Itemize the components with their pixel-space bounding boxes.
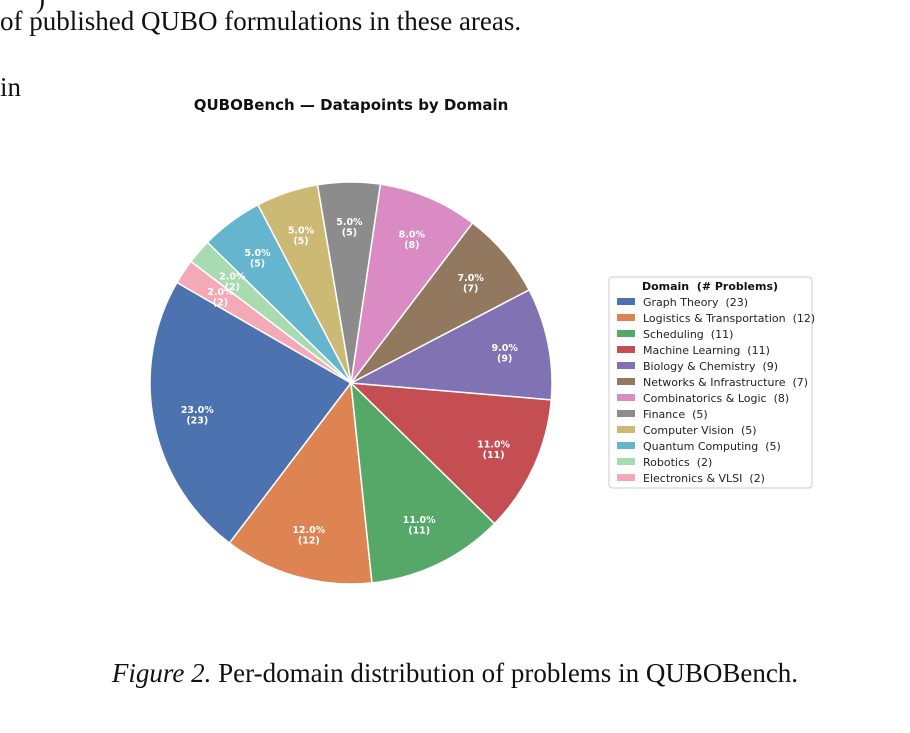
legend-label-6: Networks & Infrastructure (7) bbox=[643, 376, 808, 389]
pie-slice-5 bbox=[348, 288, 553, 401]
pie-slice-7 bbox=[350, 183, 474, 384]
figure-caption: Figure 2. Per-domain distribution of pro… bbox=[0, 658, 910, 689]
legend-swatch-9 bbox=[617, 426, 635, 433]
slice-label-7: 8.0% (8) bbox=[399, 230, 426, 252]
legend-swatch-12 bbox=[617, 474, 635, 481]
slice-label-10: 5.0% (5) bbox=[244, 248, 271, 270]
legend-swatch-8 bbox=[617, 410, 635, 417]
slice-labels: 23.0% (23) 12.0% (12) 11.0% (11) 11.0% (11) 9.0%… bbox=[181, 217, 519, 546]
legend-title: Domain (# Problems) bbox=[642, 280, 778, 293]
slice-label-4: 11.0% (11) bbox=[477, 439, 510, 461]
caption-label: Figure 2. bbox=[111, 658, 212, 688]
legend-swatch-6 bbox=[617, 378, 635, 385]
body-text-line: of published QUBO formulations in these … bbox=[0, 6, 522, 36]
legend-label-9: Computer Vision (5) bbox=[643, 424, 757, 437]
slice-label-6: 7.0% (7) bbox=[458, 273, 485, 295]
legend-swatch-10 bbox=[617, 442, 635, 449]
body-text-fragment: in bbox=[0, 72, 22, 102]
legend-label-12: Electronics & VLSI (2) bbox=[643, 472, 765, 485]
legend-swatch-3 bbox=[617, 330, 635, 337]
legend-swatch-11 bbox=[617, 458, 635, 465]
legend-label-8: Finance (5) bbox=[643, 408, 708, 421]
pie-slice-12 bbox=[175, 260, 352, 384]
legend-label-10: Quantum Computing (5) bbox=[643, 440, 781, 453]
pie-slice-1 bbox=[149, 281, 353, 545]
legend-label-5: Biology & Chemistry (9) bbox=[643, 360, 778, 373]
slice-label-5: 9.0% (9) bbox=[492, 343, 519, 365]
legend-swatch-5 bbox=[617, 362, 635, 369]
cropped-text-fragment: ) bbox=[36, 0, 45, 15]
legend-label-2: Logistics & Transportation (12) bbox=[643, 312, 815, 325]
slice-label-3: 11.0% (11) bbox=[403, 515, 436, 537]
pie-slice-3 bbox=[350, 381, 496, 584]
legend-swatch-7 bbox=[617, 394, 635, 401]
chart-legend: Domain (# Problems) Graph Theory (23) Log… bbox=[608, 276, 815, 489]
slice-label-9: 5.0% (5) bbox=[288, 225, 315, 247]
slice-label-1: 23.0% (23) bbox=[181, 405, 214, 427]
slice-label-8: 5.0% (5) bbox=[336, 217, 363, 239]
pie-chart: QUBOBench — Datapoints by Domain 23.0% (2… bbox=[149, 96, 815, 585]
legend-swatch-1 bbox=[617, 298, 635, 305]
legend-swatch-4 bbox=[617, 346, 635, 353]
slice-label-11: 2.0% (2) bbox=[219, 272, 246, 294]
pie-slice-4 bbox=[348, 382, 553, 525]
legend-label-11: Robotics (2) bbox=[643, 456, 712, 469]
slice-label-2: 12.0% (12) bbox=[292, 525, 325, 547]
legend-label-4: Machine Learning (11) bbox=[643, 344, 770, 357]
legend-label-7: Combinatorics & Logic (8) bbox=[643, 392, 789, 405]
caption-text: Per-domain distribution of problems in Q… bbox=[218, 658, 799, 688]
legend-swatch-2 bbox=[617, 314, 635, 321]
pie-slice-2 bbox=[228, 381, 373, 585]
slice-label-12: 2.0% (2) bbox=[207, 287, 234, 309]
chart-title: QUBOBench — Datapoints by Domain bbox=[194, 96, 509, 114]
legend-label-1: Graph Theory (23) bbox=[643, 296, 748, 309]
legend-frame bbox=[608, 276, 813, 489]
legend-label-3: Scheduling (11) bbox=[643, 328, 733, 341]
pie-slices bbox=[149, 181, 553, 585]
